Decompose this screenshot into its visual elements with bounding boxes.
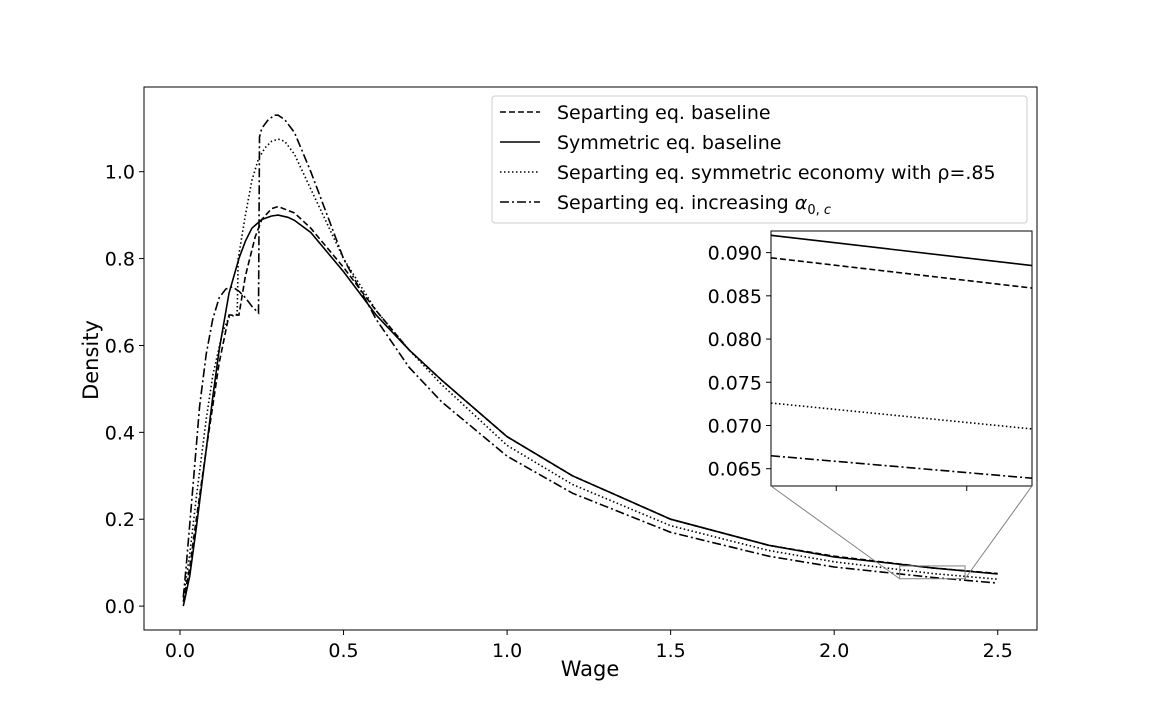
y-tick-label: 0.6 [105,335,135,357]
y-axis-ticks: 0.0 0.2 0.4 0.6 0.8 1.0 [105,162,144,618]
inset-frame [770,230,1033,487]
legend-box [491,95,1028,224]
legend: Separting eq. baseline Symmetric eq. base… [491,95,1028,224]
zoom-indicator [770,485,1033,580]
legend-label-3: Separting eq. symmetric economy with ρ=.… [557,162,996,184]
series-line-2 [182,214,998,607]
inset-y-tick-label: 0.065 [708,459,762,481]
x-tick-label: 1.0 [492,640,522,662]
legend-label-2: Symmetric eq. baseline [557,132,781,154]
inset-y-tick-label: 0.090 [708,243,762,265]
x-tick-label: 0.0 [165,640,195,662]
x-axis-title: Wage [561,657,620,681]
inset-y-tick-label: 0.070 [708,415,762,437]
zoom-inset: 0.065 0.070 0.075 0.080 0.085 0.090 [708,230,1033,491]
inset-ticks: 0.065 0.070 0.075 0.080 0.085 0.090 [708,243,968,491]
zoom-region-box [899,565,966,580]
series-line-4 [182,114,998,598]
inset-lines [770,234,1033,480]
y-tick-label: 1.0 [105,162,135,184]
inset-y-tick-label: 0.085 [708,286,762,308]
x-tick-label: 1.5 [656,640,686,662]
series-line-3 [182,138,998,598]
y-tick-label: 0.4 [105,422,135,444]
main-plot-frame [143,86,1038,631]
inset-line-1 [770,234,1033,267]
y-tick-label: 0.8 [105,249,135,271]
inset-background [771,231,1032,486]
inset-line-2 [770,257,1033,289]
main-plot-lines [182,114,998,607]
inset-y-tick-label: 0.075 [708,372,762,394]
zoom-connector-right [964,485,1033,580]
y-tick-label: 0.2 [105,509,135,531]
x-tick-label: 2.0 [819,640,849,662]
legend-label-1: Separting eq. baseline [557,102,771,124]
inset-y-tick-label: 0.080 [708,329,762,351]
legend-label-4: Separting eq. increasing α0, c [557,192,831,218]
zoom-connector-left [770,485,900,580]
x-tick-label: 2.5 [983,640,1013,662]
x-tick-label: 0.5 [328,640,358,662]
x-axis-ticks: 0.0 0.5 1.0 1.5 2.0 2.5 [165,630,1013,662]
y-axis-title: Density [79,320,103,400]
y-tick-label: 0.0 [105,596,135,618]
